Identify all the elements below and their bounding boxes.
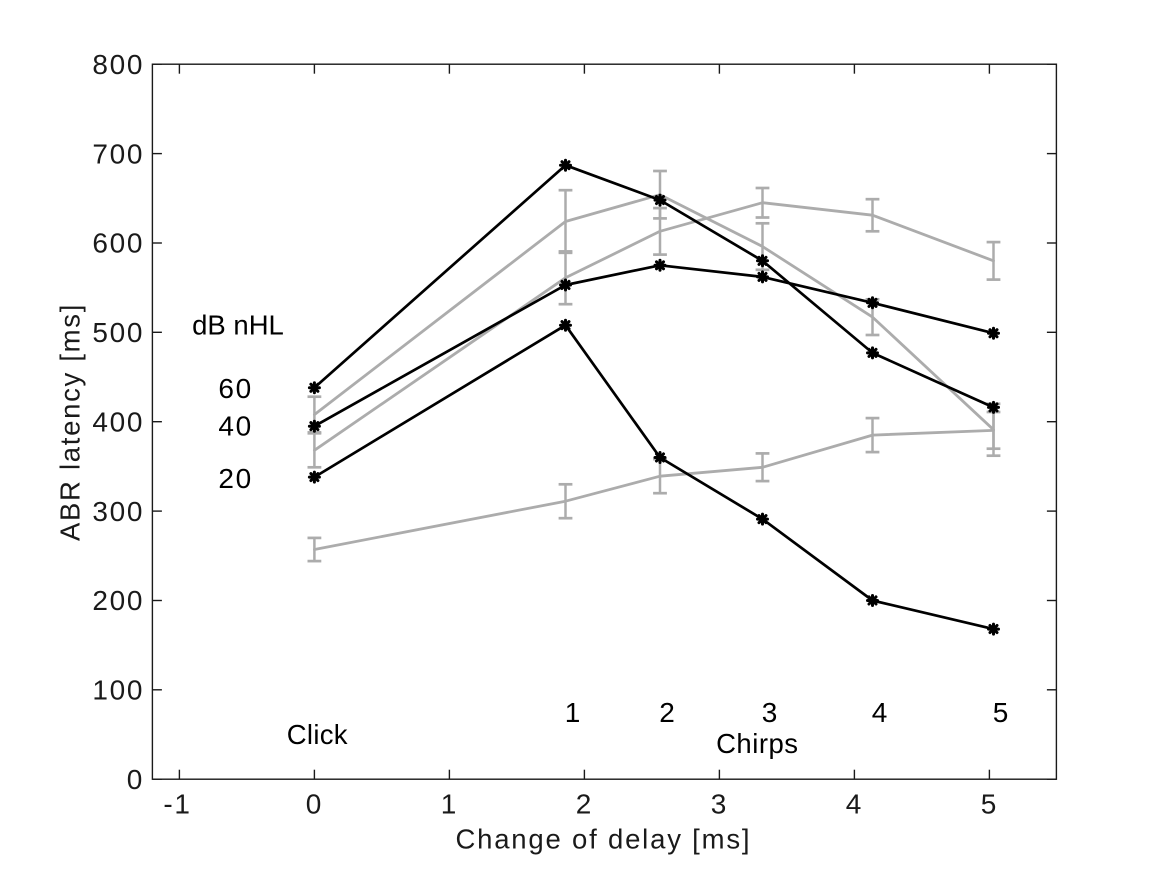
svg-text:100: 100 (92, 675, 144, 706)
svg-text:60: 60 (218, 373, 253, 404)
svg-text:800: 800 (92, 49, 144, 80)
svg-text:Click: Click (287, 719, 348, 750)
svg-text:4: 4 (872, 697, 888, 728)
svg-text:40: 40 (218, 410, 253, 441)
svg-text:dB nHL: dB nHL (192, 309, 284, 340)
svg-text:700: 700 (92, 138, 144, 169)
svg-text:3: 3 (762, 697, 778, 728)
svg-text:2: 2 (659, 697, 675, 728)
svg-text:400: 400 (92, 407, 144, 438)
svg-text:20: 20 (218, 463, 253, 494)
svg-text:3: 3 (711, 789, 728, 820)
svg-text:0: 0 (127, 764, 144, 795)
svg-text:-1: -1 (163, 789, 191, 820)
svg-text:500: 500 (92, 317, 144, 348)
svg-text:5: 5 (993, 697, 1009, 728)
svg-text:2: 2 (576, 789, 593, 820)
svg-text:ABR latency [ms]: ABR latency [ms] (55, 303, 86, 541)
svg-text:1: 1 (565, 697, 581, 728)
svg-text:Chirps: Chirps (716, 728, 798, 759)
svg-text:1: 1 (441, 789, 458, 820)
svg-text:4: 4 (846, 789, 863, 820)
svg-text:200: 200 (92, 585, 144, 616)
svg-text:5: 5 (981, 789, 998, 820)
svg-text:0: 0 (306, 789, 323, 820)
svg-text:600: 600 (92, 228, 144, 259)
svg-text:Change of delay [ms]: Change of delay [ms] (455, 824, 751, 855)
svg-text:300: 300 (92, 496, 144, 527)
